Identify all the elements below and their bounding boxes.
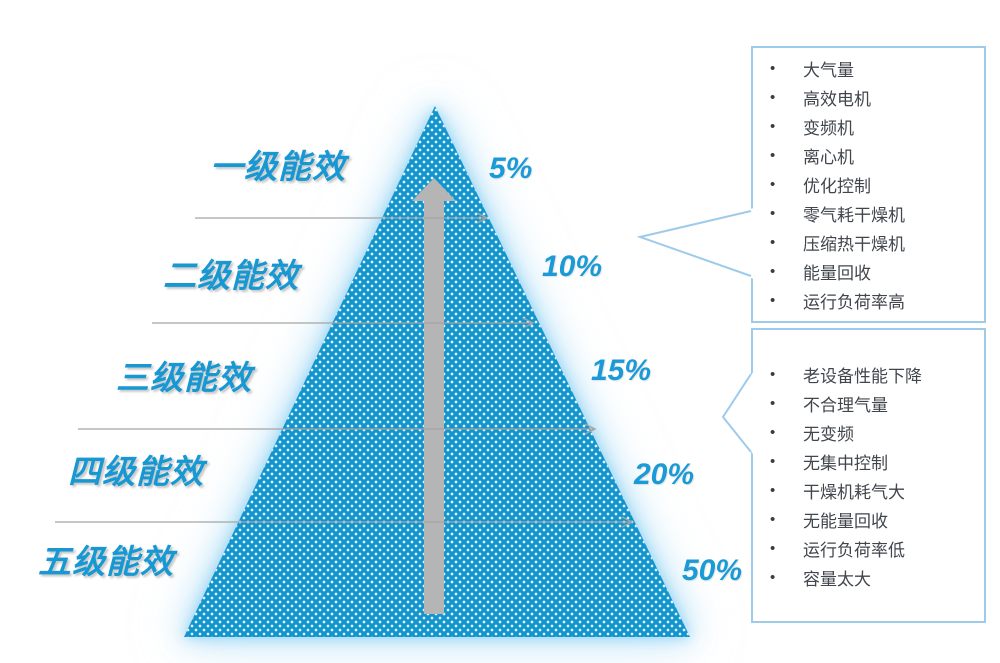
list-item-label: 运行负荷率低 <box>803 540 905 560</box>
list-item-label: 优化控制 <box>803 177 871 196</box>
list-item: • 容量太大 <box>770 563 984 592</box>
list-item: • 变频机 <box>770 112 984 141</box>
list-item-label: 不合理气量 <box>803 395 888 415</box>
bullet-icon: • <box>770 147 776 164</box>
list-item: • 离心机 <box>770 141 984 170</box>
level-1-percent: 5% <box>489 152 533 185</box>
level-5-percent: 50% <box>682 554 743 587</box>
list-item-label: 无集中控制 <box>803 453 888 473</box>
list-item: • 压缩热干燥机 <box>770 228 984 257</box>
callout-box-top-levels: • 大气量 • 高效电机 • 变频机 • 离心机 • 优化控制 • 零气耗干燥机 • 压缩热干… <box>751 46 986 323</box>
callout-pointer-bottom <box>721 371 754 455</box>
list-item: • 优化控制 <box>770 170 984 199</box>
bullet-icon: • <box>770 60 776 77</box>
callout-bottom-list: • 老设备性能下降 • 不合理气量 • 无变频 • 无集中控制 • 干燥机耗气大 • 无能量… <box>753 360 984 592</box>
list-item-label: 老设备性能下降 <box>803 366 922 386</box>
list-item: • 能量回收 <box>770 257 984 286</box>
bullet-icon: • <box>770 263 776 280</box>
bullet-icon: • <box>770 292 776 309</box>
level-4-percent: 20% <box>634 458 695 491</box>
level-3-label: 三级能效 <box>116 359 252 396</box>
list-item-label: 大气量 <box>803 61 854 80</box>
level-3-percent: 15% <box>591 354 652 387</box>
list-item: • 运行负荷率高 <box>770 286 984 315</box>
level-2-label: 二级能效 <box>163 257 299 294</box>
bullet-icon: • <box>770 423 776 441</box>
bullet-icon: • <box>770 365 776 383</box>
bullet-icon: • <box>770 176 776 193</box>
list-item-label: 容量太大 <box>803 569 871 589</box>
callout-box-bottom-levels: • 老设备性能下降 • 不合理气量 • 无变频 • 无集中控制 • 干燥机耗气大 • 无能量… <box>751 328 986 623</box>
list-item-label: 零气耗干燥机 <box>803 206 905 225</box>
list-item-label: 能量回收 <box>803 264 871 283</box>
bullet-icon: • <box>770 510 776 528</box>
list-item: • 无集中控制 <box>770 447 984 476</box>
list-item-label: 无能量回收 <box>803 511 888 531</box>
list-item: • 不合理气量 <box>770 389 984 418</box>
bullet-icon: • <box>770 234 776 251</box>
bullet-icon: • <box>770 539 776 557</box>
list-item-label: 无变频 <box>803 424 854 444</box>
level-2-percent: 10% <box>542 250 603 283</box>
list-item-label: 运行负荷率高 <box>803 293 905 312</box>
bullet-icon: • <box>770 568 776 586</box>
level-5-label: 五级能效 <box>38 543 174 580</box>
bullet-icon: • <box>770 452 776 470</box>
list-item: • 高效电机 <box>770 83 984 112</box>
bullet-icon: • <box>770 205 776 222</box>
list-item-label: 干燥机耗气大 <box>803 482 905 502</box>
callout-top-list: • 大气量 • 高效电机 • 变频机 • 离心机 • 优化控制 • 零气耗干燥机 • 压缩热干… <box>753 54 984 315</box>
level-1-label: 一级能效 <box>210 148 346 185</box>
list-item: • 无能量回收 <box>770 505 984 534</box>
list-item-label: 压缩热干燥机 <box>803 235 905 254</box>
list-item: • 零气耗干燥机 <box>770 199 984 228</box>
bullet-icon: • <box>770 481 776 499</box>
list-item-label: 高效电机 <box>803 90 871 109</box>
bullet-icon: • <box>770 89 776 106</box>
list-item-label: 离心机 <box>803 148 854 167</box>
list-item: • 运行负荷率低 <box>770 534 984 563</box>
list-item: • 干燥机耗气大 <box>770 476 984 505</box>
list-item-label: 变频机 <box>803 119 854 138</box>
list-item: • 无变频 <box>770 418 984 447</box>
bullet-icon: • <box>770 394 776 412</box>
bullet-icon: • <box>770 118 776 135</box>
list-item: • 大气量 <box>770 54 984 83</box>
level-4-label: 四级能效 <box>68 453 204 490</box>
list-item: • 老设备性能下降 <box>770 360 984 389</box>
